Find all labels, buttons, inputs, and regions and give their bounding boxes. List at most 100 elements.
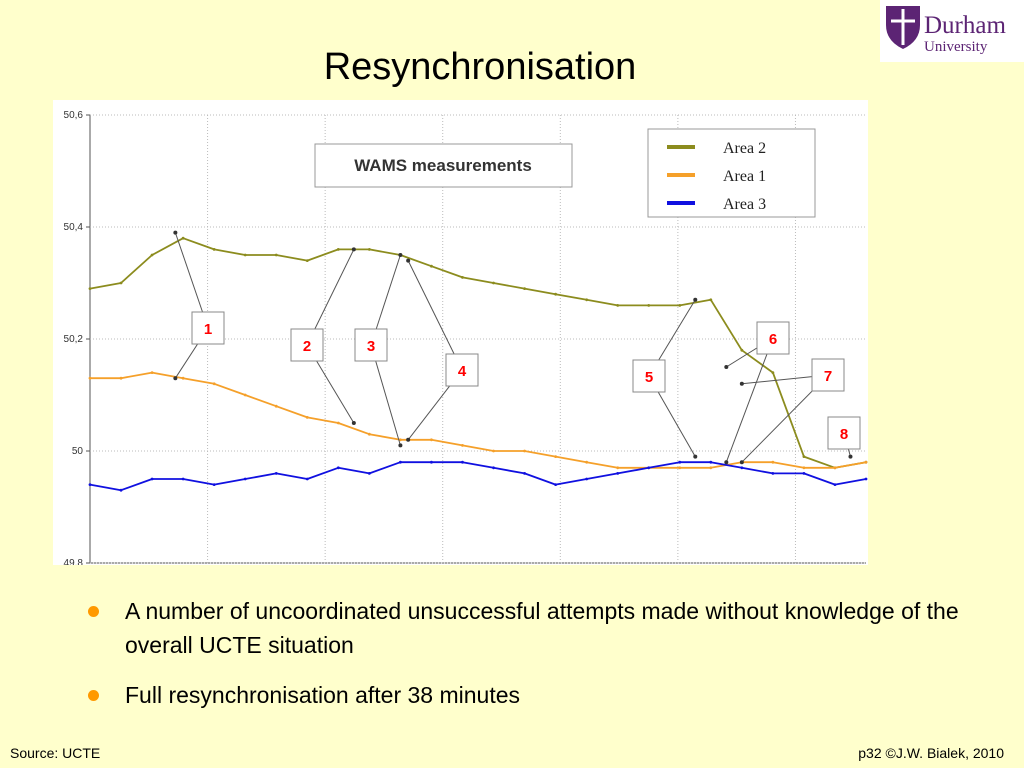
data-point xyxy=(585,477,589,481)
data-point xyxy=(399,460,402,464)
series-line xyxy=(89,461,867,492)
data-point xyxy=(274,404,278,408)
data-point xyxy=(709,460,713,464)
annotation-arrow-head xyxy=(173,230,178,235)
bullet-item: Full resynchronisation after 38 minutes xyxy=(88,678,968,712)
data-point xyxy=(430,460,433,464)
data-point xyxy=(709,466,713,470)
data-point xyxy=(492,449,495,453)
data-point xyxy=(212,248,216,251)
data-point xyxy=(430,264,433,268)
data-point xyxy=(461,460,464,464)
data-point xyxy=(367,472,371,475)
logo-name: Durham xyxy=(924,12,1006,39)
data-point xyxy=(647,304,651,307)
data-point xyxy=(150,253,154,257)
annotation-arrow-head xyxy=(173,376,178,381)
annotation-box xyxy=(191,311,225,345)
data-point xyxy=(771,460,775,464)
crest-icon xyxy=(886,6,920,49)
data-point xyxy=(336,466,340,470)
annotation-marker-4: 4 xyxy=(406,258,479,442)
bullet-list: A number of uncoordinated unsuccessful a… xyxy=(88,594,968,728)
annotation-arrow xyxy=(370,344,401,446)
chart-title-frame xyxy=(314,143,573,188)
annotation-marker-6: 6 xyxy=(724,321,790,465)
chart-title-box: WAMS measurements xyxy=(314,143,573,188)
series-line xyxy=(89,237,867,469)
annotation-label: 4 xyxy=(458,363,467,380)
footer-source: Source: UCTE xyxy=(10,745,101,761)
annotation-marker-7: 7 xyxy=(739,358,845,465)
bullet-item: A number of uncoordinated unsuccessful a… xyxy=(88,594,968,662)
annotation-box xyxy=(632,359,666,393)
data-point xyxy=(367,248,371,251)
data-point xyxy=(212,483,216,486)
annotation-box xyxy=(354,328,388,362)
data-point xyxy=(243,253,247,257)
university-logo: Durham University xyxy=(880,0,1024,62)
data-point xyxy=(833,483,837,486)
data-point xyxy=(150,371,154,374)
legend-label: Area 3 xyxy=(723,196,766,213)
chart-legend: Area 2 Area 1 Area 3 xyxy=(647,128,816,218)
annotation-box xyxy=(290,328,324,362)
annotation-marker-5: 5 xyxy=(632,297,698,459)
annotation-box xyxy=(827,416,861,450)
data-point xyxy=(585,298,589,302)
data-point xyxy=(243,393,247,397)
annotation-arrow-head xyxy=(724,365,729,369)
legend-label: Area 1 xyxy=(723,168,766,185)
data-point xyxy=(461,444,464,447)
annotation-arrow-head xyxy=(406,437,411,442)
annotation-arrow-head xyxy=(693,454,698,459)
data-point xyxy=(181,477,185,481)
data-point xyxy=(367,432,371,436)
annotation-arrow-head xyxy=(739,460,744,465)
data-point xyxy=(305,416,309,419)
annotation-arrow-head xyxy=(351,421,356,425)
chart-svg: 50,6 50,4 50,2 50 49,8 WAMS measurements Area … xyxy=(64,110,868,569)
annotation-arrow-head xyxy=(398,253,403,257)
data-point xyxy=(864,477,868,481)
annotation-box xyxy=(756,321,790,355)
data-point xyxy=(492,281,495,285)
annotation-arrow-head xyxy=(406,258,411,263)
data-point xyxy=(274,253,278,257)
y-tick-label: 50,2 xyxy=(64,334,84,345)
annotation-marker-3: 3 xyxy=(354,253,403,448)
annotation-arrow-head xyxy=(739,381,744,386)
y-tick-label: 49,8 xyxy=(64,558,84,565)
data-point xyxy=(243,477,247,481)
y-tick-label: 50,4 xyxy=(64,222,84,233)
data-point xyxy=(119,281,123,285)
data-point xyxy=(864,460,868,464)
data-point xyxy=(833,466,837,470)
data-point xyxy=(88,376,92,380)
data-point xyxy=(802,466,806,470)
data-point xyxy=(616,466,620,470)
annotation-label: 3 xyxy=(367,338,375,355)
bullet-text: A number of uncoordinated unsuccessful a… xyxy=(125,598,959,658)
wams-chart: 50,6 50,4 50,2 50 49,8 WAMS measurements Area … xyxy=(53,100,868,569)
data-point xyxy=(802,472,806,475)
data-point xyxy=(678,466,682,470)
data-point xyxy=(647,466,651,470)
annotation-marker-2: 2 xyxy=(290,247,356,425)
data-point xyxy=(305,477,309,481)
annotation-marker-1: 1 xyxy=(173,230,225,381)
annotation-arrow-head xyxy=(351,247,356,252)
annotation-arrow-head xyxy=(724,460,729,465)
data-point xyxy=(274,472,278,475)
data-point xyxy=(461,276,464,279)
annotation-label: 2 xyxy=(303,338,311,355)
data-point xyxy=(181,376,185,380)
data-point xyxy=(616,304,620,307)
data-point xyxy=(554,455,557,458)
data-point xyxy=(678,304,682,307)
logo-subtitle: University xyxy=(924,39,988,55)
data-point xyxy=(709,298,713,302)
annotation-arrow xyxy=(725,337,774,463)
data-point xyxy=(616,472,620,475)
data-point xyxy=(88,287,92,290)
